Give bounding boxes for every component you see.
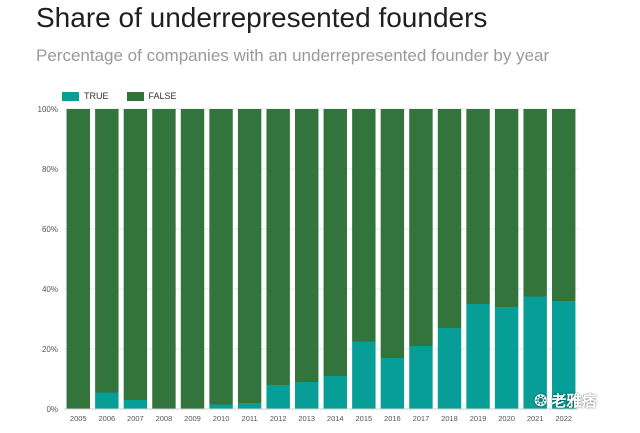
legend-label-true: TRUE: [84, 91, 109, 101]
bar-false-2007: [123, 109, 148, 400]
bar-true-2017: [409, 346, 433, 409]
x-tick-label: 2012: [270, 414, 287, 423]
bar-false-2021: [523, 109, 547, 297]
x-tick-label: 2016: [384, 414, 401, 423]
chart-title: Share of underrepresented founders: [36, 2, 488, 33]
bar-false-2017: [409, 109, 433, 346]
bar-false-2016: [380, 109, 405, 358]
bar-true-2010: [209, 404, 233, 409]
x-tick-label: 2007: [127, 414, 144, 423]
x-tick-label: 2005: [70, 414, 87, 423]
bar-true-2022: [552, 301, 576, 409]
bar-false-2018: [437, 109, 462, 328]
bar-false-2008: [152, 109, 176, 409]
bar-false-2010: [209, 109, 233, 405]
x-tick-label: 2015: [355, 414, 372, 423]
bar-false-2012: [266, 109, 290, 385]
bar-false-2006: [95, 109, 119, 393]
bar-false-2005: [66, 109, 90, 409]
legend-label-false: FALSE: [148, 91, 177, 101]
x-tick-label: 2013: [298, 414, 315, 423]
x-tick-label: 2009: [184, 414, 201, 423]
bar-false-2022: [552, 109, 576, 301]
bar-true-2019: [466, 304, 490, 409]
legend-swatch-true: [62, 91, 79, 101]
y-tick-label: 40%: [42, 285, 58, 294]
bar-false-2015: [352, 109, 376, 342]
y-tick-label: 100%: [38, 105, 58, 114]
bar-true-2014: [323, 376, 347, 409]
watermark: ❂ 老雅痞: [534, 390, 596, 411]
chart-subtitle: Percentage of companies with an underrep…: [36, 46, 550, 65]
bar-true-2016: [380, 358, 405, 409]
y-tick-label: 0%: [46, 405, 58, 414]
bar-true-2015: [352, 341, 376, 409]
bar-true-2021: [523, 296, 547, 409]
bar-false-2009: [180, 109, 205, 409]
bar-true-2013: [295, 382, 319, 409]
legend-swatch-false: [126, 91, 144, 101]
bar-true-2007: [123, 400, 148, 409]
x-tick-label: 2014: [327, 414, 344, 423]
x-tick-label: 2008: [156, 414, 173, 423]
y-tick-label: 80%: [42, 165, 58, 174]
x-tick-label: 2017: [413, 414, 430, 423]
y-tick-label: 60%: [42, 225, 58, 234]
x-tick-label: 2022: [555, 414, 572, 423]
bar-false-2020: [494, 109, 519, 307]
x-tick-label: 2018: [441, 414, 458, 423]
bar-false-2014: [323, 109, 347, 376]
chart-legend: TRUE FALSE: [62, 91, 195, 101]
bar-false-2011: [237, 109, 262, 403]
x-tick-label: 2010: [213, 414, 230, 423]
bar-false-2013: [295, 109, 319, 382]
x-tick-label: 2019: [470, 414, 487, 423]
bar-true-2018: [437, 328, 462, 409]
bar-true-2006: [95, 392, 119, 409]
bar-false-2019: [466, 109, 490, 304]
bar-true-2011: [237, 403, 262, 409]
legend-item-false[interactable]: FALSE: [126, 91, 177, 101]
y-tick-label: 20%: [42, 345, 58, 354]
x-tick-label: 2021: [527, 414, 544, 423]
watermark-text: 老雅痞: [551, 393, 597, 410]
x-tick-label: 2011: [242, 414, 258, 423]
bar-true-2020: [494, 307, 519, 409]
bar-true-2012: [266, 385, 290, 409]
legend-item-true[interactable]: TRUE: [62, 91, 109, 101]
x-tick-label: 2006: [98, 414, 115, 423]
wechat-icon: ❂: [534, 392, 548, 410]
x-tick-label: 2020: [498, 414, 515, 423]
